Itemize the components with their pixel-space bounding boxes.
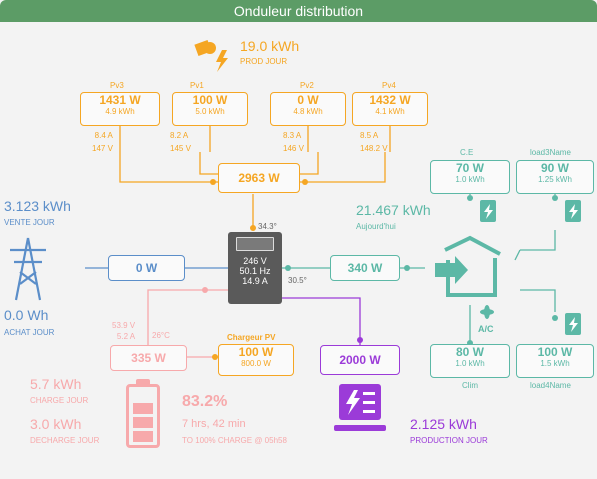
battery-power-box[interactable]: 335 W	[110, 345, 187, 371]
load-clim-box[interactable]: 80 W 1.0 kWh	[430, 344, 510, 378]
battery-icon	[126, 384, 160, 448]
inverter-temp-top: 34.3°	[258, 222, 277, 231]
generator-label: PRODUCTION JOUR	[410, 436, 488, 445]
battery-temp: 26°C	[152, 331, 170, 340]
pv3-energy: 4.9 kWh	[105, 107, 135, 116]
inverter-screen-icon	[236, 237, 274, 251]
load-clim-energy: 1.0 kWh	[455, 359, 485, 368]
battery-terminal	[136, 379, 150, 385]
pv1-energy: 5.0 kWh	[195, 107, 225, 116]
pv3-name: Pv3	[110, 81, 124, 90]
pv-total-box[interactable]: 2963 W	[218, 163, 300, 193]
generator-power: 2000 W	[339, 353, 381, 367]
battery-power: 335 W	[131, 351, 166, 365]
battery-time-left: 7 hrs, 42 min	[182, 418, 246, 430]
battery-level-fill	[133, 403, 153, 442]
home-today-label: Aujourd'hui	[356, 222, 396, 231]
grid-sell-label: VENTE JOUR	[4, 218, 55, 227]
pv2-power: 0 W	[297, 93, 319, 107]
battery-stats: 53.9 V 5.2 A	[112, 321, 136, 341]
grid-power: 0 W	[135, 261, 158, 275]
battery-charge-value: 5.7 kWh	[30, 376, 82, 392]
pv2-name: Pv2	[300, 81, 314, 90]
load-ce-energy: 1.0 kWh	[455, 175, 485, 184]
load3-power: 90 W	[540, 161, 569, 175]
inverter-current: 14.9 A	[242, 276, 268, 286]
home-power-box[interactable]: 340 W	[330, 255, 400, 281]
pv4-energy: 4.1 kWh	[375, 107, 405, 116]
load3-box[interactable]: 90 W 1.25 kWh	[516, 160, 594, 194]
pv4-power: 1432 W	[369, 93, 411, 107]
battery-discharge-value: 3.0 kWh	[30, 416, 82, 432]
grid-buy-label: ACHAT JOUR	[4, 328, 55, 337]
charger-label: Chargeur PV	[227, 333, 276, 342]
load-ce-power: 70 W	[455, 161, 484, 175]
pv1-power: 100 W	[192, 93, 228, 107]
pv1-stats: 8.2 A 145 V	[170, 131, 191, 153]
grid-power-box[interactable]: 0 W	[108, 255, 185, 281]
pv2-box[interactable]: 0 W 4.8 kWh	[270, 92, 346, 126]
inverter-voltage: 246 V	[243, 256, 267, 266]
ac-icon-label: A/C	[478, 324, 494, 334]
grid-buy-value: 0.0 Wh	[4, 307, 49, 323]
load3-energy: 1.25 kWh	[538, 175, 572, 184]
pv2-energy: 4.8 kWh	[293, 107, 323, 116]
home-today-value: 21.467 kWh	[356, 202, 431, 218]
inverter-frequency: 50.1 Hz	[239, 266, 271, 276]
generator-power-box[interactable]: 2000 W	[320, 345, 400, 375]
battery-soc: 83.2%	[182, 393, 228, 410]
charger-box[interactable]: 100 W 800.0 W	[218, 344, 294, 376]
panel-header: Onduleur distribution	[0, 0, 597, 22]
pv4-name: Pv4	[382, 81, 396, 90]
home-power: 340 W	[347, 261, 383, 275]
prod-total-label: PROD JOUR	[240, 57, 288, 66]
load4-name: load4Name	[530, 381, 571, 390]
charger-energy: 800.0 W	[241, 359, 271, 368]
pv1-name: Pv1	[190, 81, 204, 90]
inverter-temp-right: 30.5°	[288, 276, 307, 285]
load-ce-box[interactable]: 70 W 1.0 kWh	[430, 160, 510, 194]
battery-full-eta: TO 100% CHARGE @ 05h58	[182, 436, 287, 445]
prod-total-value: 19.0 kWh	[240, 38, 300, 54]
pv4-box[interactable]: 1432 W 4.1 kWh	[352, 92, 428, 126]
pv-total-power: 2963 W	[238, 171, 280, 185]
pv3-stats: 8.4 A 147 V	[92, 131, 113, 153]
inverter-box[interactable]: 246 V 50.1 Hz 14.9 A	[228, 232, 282, 304]
pv2-stats: 8.3 A 146 V	[283, 131, 304, 153]
load4-power: 100 W	[537, 345, 573, 359]
load-ce-name: C.E	[460, 148, 474, 157]
pv3-power: 1431 W	[99, 93, 141, 107]
load-clim-name: Clim	[462, 381, 478, 390]
pv1-box[interactable]: 100 W 5.0 kWh	[172, 92, 248, 126]
grid-sell-value: 3.123 kWh	[4, 198, 71, 214]
generator-value: 2.125 kWh	[410, 416, 477, 432]
pv4-stats: 8.5 A 148.2 V	[360, 131, 388, 153]
load3-name: load3Name	[530, 148, 571, 157]
pv3-box[interactable]: 1431 W 4.9 kWh	[80, 92, 160, 126]
load4-energy: 1.5 kWh	[540, 359, 570, 368]
charger-power: 100 W	[238, 345, 274, 359]
battery-discharge-label: DECHARGE JOUR	[30, 436, 100, 445]
load-clim-power: 80 W	[455, 345, 484, 359]
load4-box[interactable]: 100 W 1.5 kWh	[516, 344, 594, 378]
battery-charge-label: CHARGE JOUR	[30, 396, 89, 405]
